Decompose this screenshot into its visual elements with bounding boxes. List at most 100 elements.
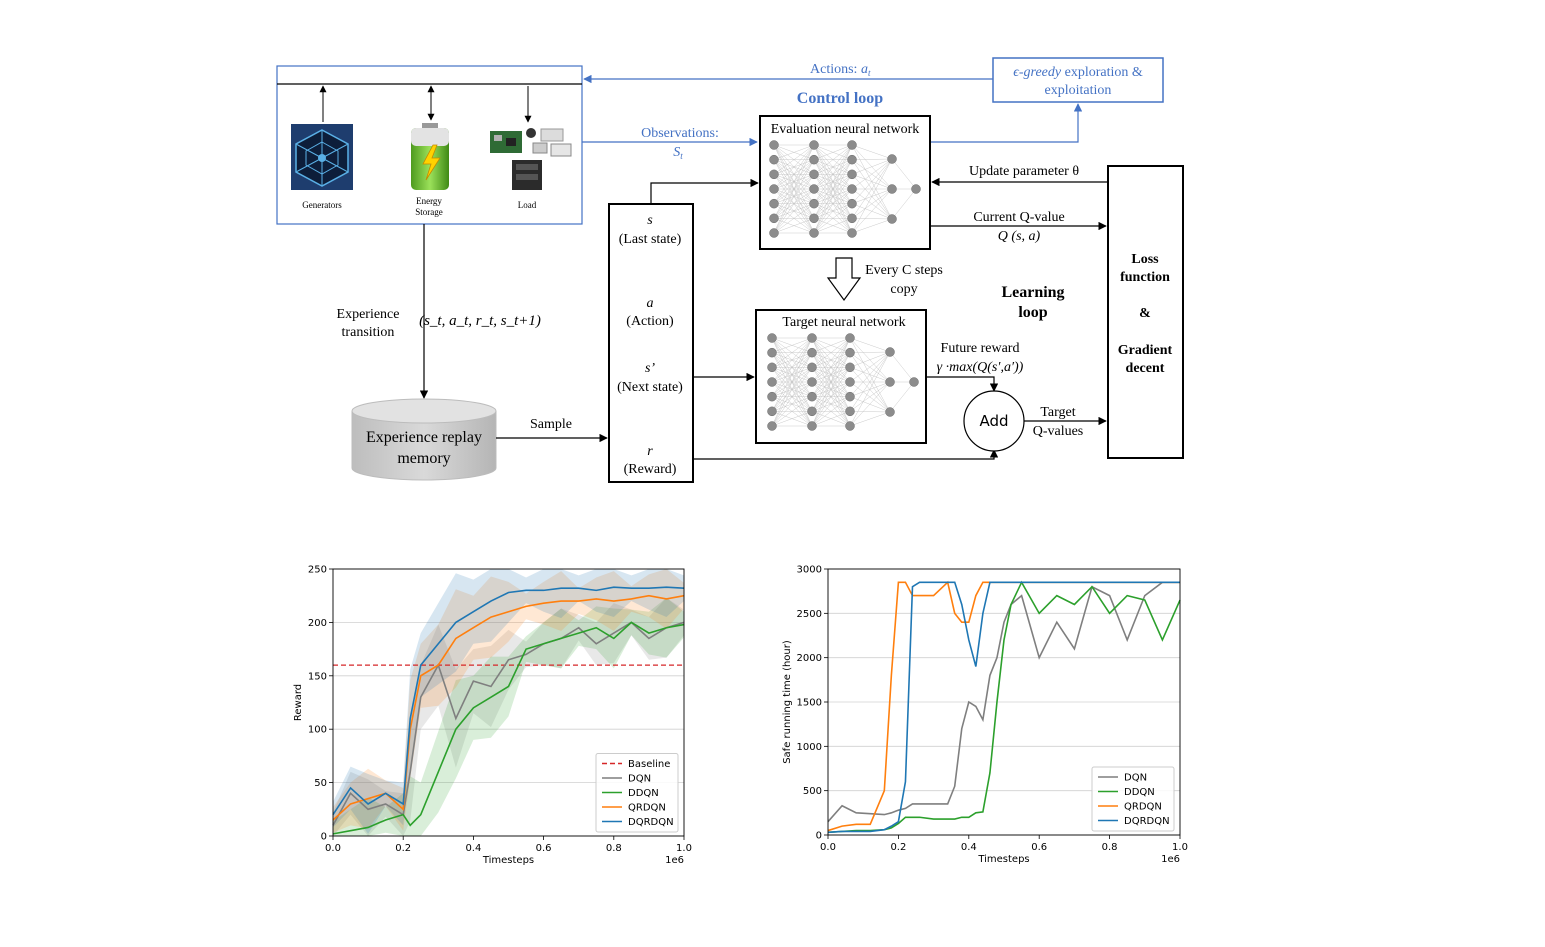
network-node: [807, 362, 817, 373]
network-node: [767, 377, 777, 387]
network-edge: [813, 144, 853, 160]
network-edge: [849, 367, 891, 383]
transition-tuple: (s_t, a_t, r_t, s_t+1): [419, 313, 541, 329]
loss-label-1: Loss: [1131, 252, 1159, 267]
observations-symbol: St: [673, 145, 683, 161]
network-edge: [773, 144, 815, 160]
network-node: [845, 377, 855, 387]
network-edge: [773, 188, 815, 234]
learning-loop-label-2: loop: [1018, 304, 1047, 321]
network-edge: [849, 381, 891, 412]
network-node: [807, 347, 817, 358]
network-edge: [849, 367, 891, 413]
network-edge: [773, 144, 815, 175]
network-edge: [851, 203, 893, 220]
legend-label: QRDQN: [628, 803, 666, 814]
network-edge: [851, 144, 893, 220]
load-devices-icon: [490, 128, 572, 190]
state-s-label: (Last state): [619, 232, 682, 247]
series-band: [333, 597, 684, 836]
network-edge: [851, 218, 893, 220]
loss-amp: &: [1139, 306, 1151, 321]
network-node: [887, 214, 897, 224]
network-edge: [811, 352, 851, 427]
safe-running-time-chart: 0 500 1000 1500 2000 2500 3000 0.0 0.2 0.4 0.6 0.8 1…: [782, 565, 1188, 866]
series-band: [333, 597, 684, 836]
network-edge: [851, 158, 893, 160]
x-tick-label: 0.0: [820, 842, 836, 853]
network-edge: [851, 158, 893, 219]
network-edge: [811, 337, 851, 427]
network-node: [885, 407, 895, 417]
network-node: [847, 228, 857, 238]
legend-box: [1091, 766, 1175, 832]
network-node: [847, 154, 857, 165]
replay-memory-label-1: Experience replay: [366, 429, 482, 446]
network-edge: [851, 159, 893, 220]
y-axis-label: Safe running time (hour): [782, 640, 793, 764]
network-node: [769, 184, 779, 194]
network-edge: [811, 337, 851, 368]
loss-label-4: decent: [1126, 361, 1165, 376]
x-offset-label: 1e6: [1161, 854, 1180, 865]
x-tick-label: 0.2: [890, 842, 906, 853]
network-edge: [849, 352, 891, 413]
network-node: [769, 169, 779, 180]
target-network-title: Target neural network: [782, 315, 905, 330]
network-edge: [811, 337, 851, 383]
x-tick-label: 0.2: [395, 843, 411, 854]
legend-label: DQN: [1124, 773, 1147, 784]
network-node: [809, 228, 819, 238]
network-edge: [849, 337, 891, 383]
network-edge: [771, 396, 813, 427]
network-edge: [773, 159, 815, 234]
network-edge: [851, 159, 893, 190]
network-edge: [813, 144, 853, 219]
network-edge: [849, 351, 891, 368]
legend-label: DDQN: [628, 788, 659, 799]
learning-loop-label-1: Learning: [1001, 284, 1064, 301]
network-edge: [773, 144, 815, 204]
network-node: [845, 391, 855, 402]
x-tick-label: 0.4: [465, 843, 481, 854]
network-edge: [891, 158, 917, 190]
network-node: [847, 213, 857, 224]
x-tick-label: 0.8: [1102, 842, 1118, 853]
target-network-box: Target neural network: [755, 309, 927, 444]
reward-arrow: [693, 449, 999, 460]
network-edge: [851, 158, 893, 234]
future-reward-label: Future reward: [941, 341, 1020, 356]
network-node: [769, 198, 779, 209]
y-tick-label: 2500: [797, 609, 822, 620]
network-edge: [811, 411, 851, 427]
replay-memory-label-2: memory: [397, 450, 450, 467]
network-edge: [771, 337, 813, 368]
network-edge: [811, 396, 851, 427]
network-edge: [813, 159, 853, 234]
network-node: [767, 421, 777, 431]
generators-label: Generators: [302, 200, 342, 210]
network-edge: [811, 337, 851, 353]
network-node: [809, 198, 819, 209]
network-edge: [851, 174, 893, 190]
diagram: Generators Energy Storage: [276, 57, 1184, 483]
legend-label: QRDQN: [1124, 802, 1162, 813]
target-network-graphic: [767, 333, 919, 431]
legend-label: DDQN: [1124, 787, 1155, 798]
energy-storage-label-1: Energy: [416, 196, 442, 206]
network-edge: [851, 158, 893, 190]
network-edge: [771, 352, 813, 427]
network-edge: [773, 174, 815, 234]
network-edge: [773, 144, 815, 234]
series-line-dqrdqn: [332, 586, 685, 816]
every-c-steps-label: Every C steps: [865, 263, 943, 278]
network-node: [809, 213, 819, 224]
replay-memory-cylinder: Experience replay memory: [351, 398, 497, 481]
network-edge: [771, 337, 813, 397]
evaluation-network-graphic: [769, 140, 921, 238]
network-edge: [771, 337, 813, 353]
loss-label-3: Gradient: [1118, 343, 1173, 358]
network-node: [769, 228, 779, 238]
x-tick-label: 0.4: [961, 842, 977, 853]
